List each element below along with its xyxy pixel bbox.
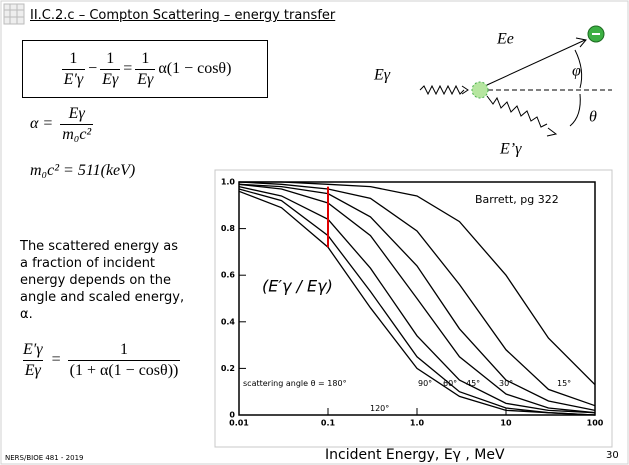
term: α =: [30, 115, 53, 132]
series-label: 45°: [466, 379, 480, 388]
theta-label: θ: [589, 109, 597, 126]
series-label: scattering angle θ = 180°: [243, 379, 347, 388]
scattered-wave: [487, 96, 547, 127]
series-label: 120°: [370, 404, 389, 413]
rest-energy: m₀c² = 511(keV): [30, 162, 135, 180]
x-tick-label: 100: [587, 419, 604, 428]
series-name: 60°: [443, 379, 457, 388]
series-name: 120°: [370, 404, 389, 413]
y-axis-label: (E′γ / Eγ): [262, 277, 333, 296]
x-axis-label: Incident Energy, Eγ , MeV: [325, 447, 505, 463]
scattering-diagram: [420, 26, 612, 136]
numerator: 1: [67, 49, 79, 69]
y-tick-label: 0.2: [221, 364, 235, 373]
operator: =: [123, 60, 132, 78]
x-tick-label: 10: [500, 419, 512, 428]
series-label: 15°: [557, 379, 571, 388]
y-tick-label: 0.4: [221, 317, 236, 326]
denominator: m₀c²: [60, 124, 93, 145]
numerator: 1: [118, 340, 130, 360]
denominator: E′γ: [62, 69, 86, 90]
operator: −: [88, 60, 97, 78]
chart-frame: [215, 170, 612, 447]
x-tick-label: 1.0: [410, 419, 425, 428]
series-label: 30°: [499, 379, 513, 388]
series-name: 15°: [557, 379, 571, 388]
electron-arrow: [576, 38, 586, 47]
numerator: 1: [139, 49, 151, 69]
series-label-prefix: scattering angle θ =: [243, 379, 325, 388]
footer-course: NERS/BIOE 481 - 2019: [5, 454, 84, 462]
x-tick-label: 0.1: [321, 419, 336, 428]
series-name: 180°: [327, 379, 346, 388]
x-tick-label: 0.01: [229, 419, 249, 428]
denominator: Eγ: [100, 69, 120, 90]
slide: Eγ Ee φ θ E’γ 00.20.40.60.81.00.010.11.0…: [0, 0, 629, 465]
operator: =: [52, 351, 61, 368]
term: α(1 − cosθ): [158, 60, 231, 78]
scattered-arrow: [547, 128, 556, 136]
description: The scattered energy as a fraction of in…: [20, 238, 190, 323]
target-electron: [472, 82, 488, 98]
page-number: 30: [606, 450, 619, 461]
numerator: E′γ: [21, 340, 45, 360]
electron-label: Ee: [496, 31, 514, 48]
numerator: Eγ: [67, 104, 87, 124]
denominator: Eγ: [135, 69, 155, 90]
y-tick-label: 0.6: [221, 271, 236, 280]
y-tick-label: 1.0: [221, 178, 236, 187]
incident-wave: [420, 86, 464, 94]
title-icon: [4, 4, 24, 24]
series-label: 60°: [443, 379, 457, 388]
series-name: 30°: [499, 379, 513, 388]
slide-title: II.C.2.c – Compton Scattering – energy t…: [30, 8, 335, 23]
denominator: (1 + α(1 − cosθ)): [68, 360, 181, 381]
theta-arc: [570, 94, 580, 126]
phi-label: φ: [572, 63, 581, 80]
fraction: 1(1 + α(1 − cosθ)): [68, 340, 181, 381]
series-label: 90°: [418, 379, 432, 388]
scattered-label: E’γ: [499, 141, 522, 158]
incident-label: Eγ: [373, 67, 391, 84]
denominator: Eγ: [23, 360, 43, 381]
source-note: Barrett, pg 322: [475, 193, 559, 206]
series-name: 90°: [418, 379, 432, 388]
series-name: 45°: [466, 379, 480, 388]
y-tick-label: 0.8: [221, 224, 236, 233]
incident-arrow: [462, 86, 468, 94]
numerator: 1: [104, 49, 116, 69]
